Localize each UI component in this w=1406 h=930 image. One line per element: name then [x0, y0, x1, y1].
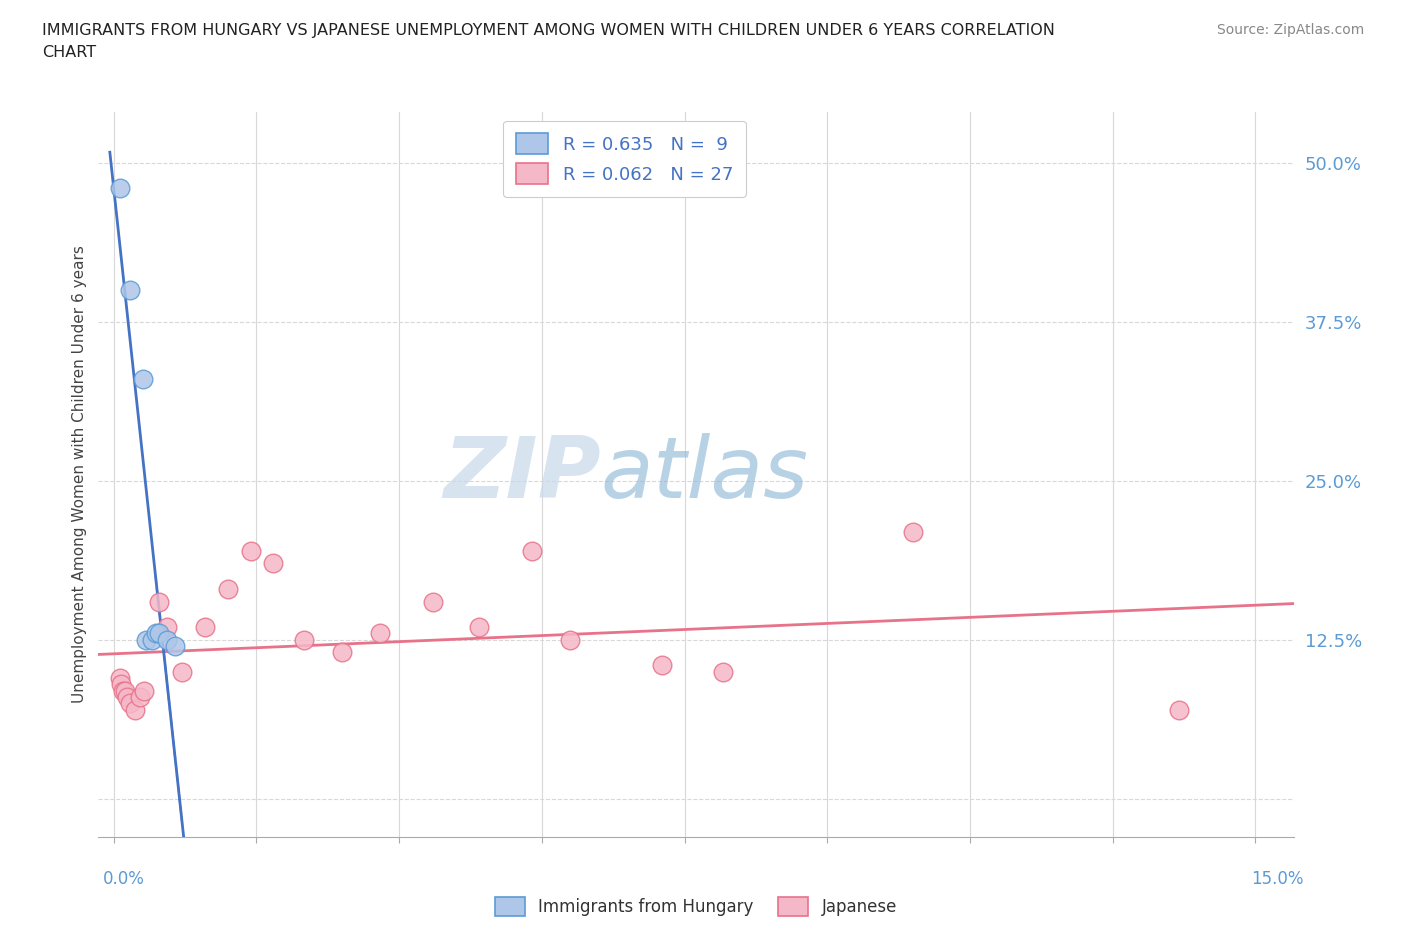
- Point: [560, 632, 582, 647]
- Legend: Immigrants from Hungary, Japanese: Immigrants from Hungary, Japanese: [488, 890, 904, 923]
- Point: [292, 632, 315, 647]
- Point: [368, 626, 391, 641]
- Text: IMMIGRANTS FROM HUNGARY VS JAPANESE UNEMPLOYMENT AMONG WOMEN WITH CHILDREN UNDER: IMMIGRANTS FROM HUNGARY VS JAPANESE UNEM…: [42, 23, 1054, 38]
- Point: [217, 581, 239, 596]
- Point: [263, 556, 285, 571]
- Point: [711, 664, 734, 679]
- Point: [239, 543, 262, 558]
- Point: [110, 677, 132, 692]
- Point: [124, 702, 146, 717]
- Point: [120, 283, 142, 298]
- Point: [141, 632, 163, 647]
- Point: [108, 671, 131, 685]
- Point: [163, 639, 186, 654]
- Text: ZIP: ZIP: [443, 432, 600, 516]
- Point: [120, 696, 142, 711]
- Point: [108, 180, 131, 195]
- Point: [148, 594, 170, 609]
- Point: [111, 684, 134, 698]
- Point: [145, 626, 167, 641]
- Point: [330, 645, 353, 660]
- Point: [114, 684, 136, 698]
- Point: [117, 689, 139, 704]
- Point: [156, 632, 179, 647]
- Text: Source: ZipAtlas.com: Source: ZipAtlas.com: [1216, 23, 1364, 37]
- Text: atlas: atlas: [600, 432, 808, 516]
- Point: [135, 632, 157, 647]
- Point: [901, 525, 924, 539]
- Point: [651, 658, 673, 672]
- Point: [156, 619, 179, 634]
- Y-axis label: Unemployment Among Women with Children Under 6 years: Unemployment Among Women with Children U…: [72, 246, 87, 703]
- Text: CHART: CHART: [42, 45, 96, 60]
- Point: [422, 594, 444, 609]
- Point: [468, 619, 491, 634]
- Point: [148, 626, 170, 641]
- Point: [172, 664, 194, 679]
- Text: 15.0%: 15.0%: [1251, 870, 1303, 888]
- Point: [132, 684, 155, 698]
- Point: [131, 371, 153, 386]
- Point: [194, 619, 217, 634]
- Point: [522, 543, 544, 558]
- Text: 0.0%: 0.0%: [103, 870, 145, 888]
- Point: [129, 689, 152, 704]
- Point: [1168, 702, 1191, 717]
